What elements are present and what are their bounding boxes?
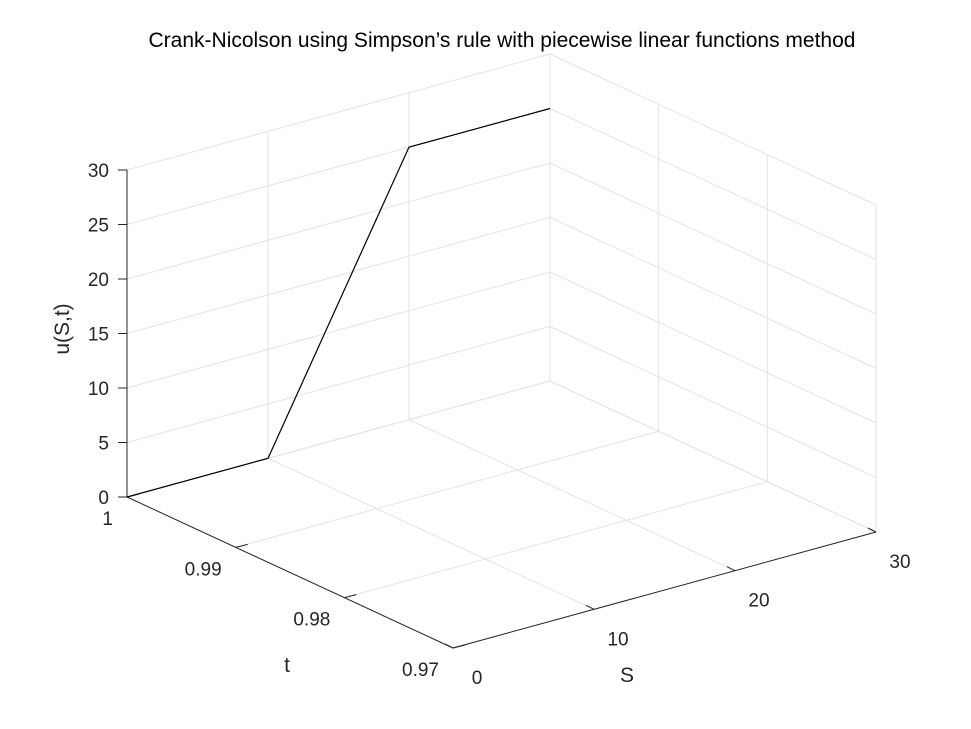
x-tick-mark: [585, 604, 595, 610]
y-tick-mark: [344, 594, 357, 599]
grid-line: [549, 162, 877, 315]
grid-layer: [126, 53, 877, 649]
y-tick-mark: [235, 543, 248, 548]
grid-line: [126, 271, 551, 389]
y-tick-label: 1: [102, 509, 113, 530]
grid-line: [549, 217, 877, 369]
grid-line: [549, 326, 877, 478]
grid-line: [126, 326, 551, 443]
z-tick-label: 5: [98, 434, 109, 455]
x-tick-label: 10: [607, 629, 628, 650]
grid-line: [408, 419, 736, 572]
z-axis-label: u(S,t): [51, 303, 74, 354]
x-tick-label: 0: [472, 668, 483, 689]
z-tick-label: 15: [88, 325, 109, 346]
y-tick-label: 0.97: [402, 660, 439, 681]
y-axis-line: [126, 496, 454, 649]
grid-line: [235, 430, 659, 548]
z-tick-label: 25: [88, 216, 109, 237]
grid-line: [549, 108, 877, 260]
series-layer: [126, 107, 551, 498]
axis-layer: [118, 169, 877, 649]
grid-line: [344, 481, 768, 599]
x-tick-label: 30: [889, 552, 910, 573]
z-tick-label: 0: [98, 488, 109, 509]
x-axis-line: [452, 531, 877, 649]
x-tick-mark: [726, 566, 736, 572]
grid-line: [549, 53, 877, 206]
x-tick-mark: [444, 643, 454, 649]
z-tick-label: 30: [88, 161, 109, 182]
y-tick-mark: [452, 644, 466, 649]
grid-line: [267, 457, 595, 610]
x-tick-label: 20: [748, 591, 769, 612]
y-tick-label: 0.99: [185, 559, 222, 580]
grid-line: [126, 53, 551, 171]
grid-line: [126, 217, 551, 334]
grid-line: [549, 380, 877, 533]
series-line: [126, 107, 551, 498]
chart-title: Crank-Nicolson using Simpson’s rule with…: [149, 29, 856, 52]
z-tick-label: 10: [88, 379, 109, 400]
x-axis-label: S: [620, 664, 634, 687]
x-tick-mark: [867, 527, 877, 533]
grid-line: [126, 162, 551, 280]
grid-line: [549, 271, 877, 424]
y-tick-label: 0.98: [293, 610, 330, 631]
y-axis-label: t: [284, 654, 290, 677]
z-tick-label: 20: [88, 270, 109, 291]
